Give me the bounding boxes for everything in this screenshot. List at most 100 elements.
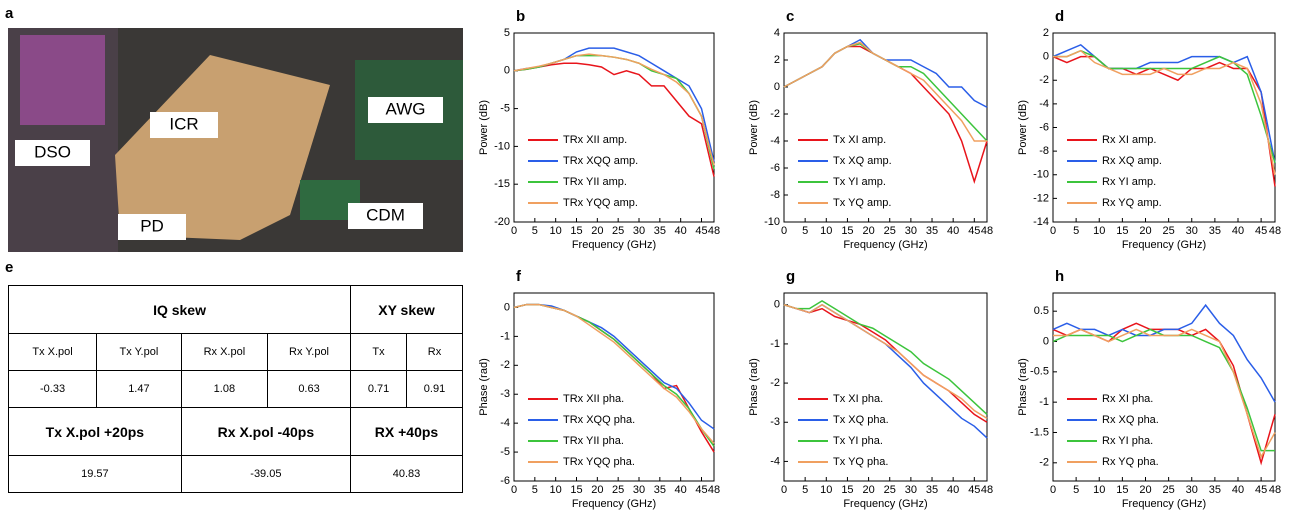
x-tick-label: 30 xyxy=(905,225,917,237)
x-tick-label: 25 xyxy=(884,484,896,496)
data-line xyxy=(783,299,988,415)
legend-label: TRx XII pha. xyxy=(563,393,624,405)
x-tick-label: 45 xyxy=(968,225,980,237)
legend-label: Rx YQ pha. xyxy=(1102,456,1159,468)
data-line xyxy=(1052,43,1276,164)
x-axis-label: Frequency (GHz) xyxy=(843,239,927,251)
x-tick-label: 45 xyxy=(695,225,707,237)
x-tick-label: 10 xyxy=(820,225,832,237)
legend-label: Tx YI amp. xyxy=(833,176,886,188)
data-line xyxy=(1052,303,1276,403)
x-tick-label: 0 xyxy=(1050,225,1056,237)
data-line xyxy=(513,303,715,430)
x-tick-label: 10 xyxy=(820,484,832,496)
x-tick-label: 15 xyxy=(1116,484,1128,496)
data-line xyxy=(513,54,715,170)
x-tick-label: 20 xyxy=(591,225,603,237)
x-tick-label: 48 xyxy=(1269,484,1281,496)
y-tick-label: -2 xyxy=(1039,74,1049,86)
x-tick-label: 45 xyxy=(1255,225,1267,237)
table-cell: RX +40ps xyxy=(350,406,463,457)
y-tick-label: -1 xyxy=(500,330,510,342)
y-axis-label: Phase (rad) xyxy=(748,358,760,415)
data-line xyxy=(1053,328,1276,459)
x-tick-label: 35 xyxy=(1209,225,1221,237)
data-line xyxy=(783,38,988,108)
data-line xyxy=(783,303,988,419)
table-cell: 19.57 xyxy=(8,455,182,493)
photo-tag-box xyxy=(368,97,443,123)
y-axis-label: Power (dB) xyxy=(1017,100,1029,155)
data-line xyxy=(1052,328,1275,452)
y-tick-label: -0.5 xyxy=(1030,366,1049,378)
x-tick-label: 45 xyxy=(1255,484,1267,496)
data-line xyxy=(1052,55,1276,187)
legend-label: Rx YI pha. xyxy=(1102,435,1153,447)
legend-label: Rx YI amp. xyxy=(1102,176,1156,188)
table-cell: Tx X.pol +20ps xyxy=(8,406,182,457)
data-line xyxy=(513,62,715,177)
table-cell: Rx xyxy=(406,333,463,372)
legend-label: TRx YII pha. xyxy=(563,435,624,447)
y-tick-label: 0 xyxy=(504,301,510,313)
y-tick-label: 0 xyxy=(1043,335,1049,347)
x-tick-label: 30 xyxy=(633,225,645,237)
data-line xyxy=(513,303,715,444)
x-axis-label: Frequency (GHz) xyxy=(1122,239,1206,251)
legend-label: Tx YQ pha. xyxy=(833,456,888,468)
y-tick-label: -2 xyxy=(770,377,780,389)
plot-frame xyxy=(783,32,988,223)
x-tick-label: 20 xyxy=(862,484,874,496)
x-tick-label: 20 xyxy=(1139,225,1151,237)
photo-tag: DSO xyxy=(34,142,71,161)
x-tick-label: 40 xyxy=(947,484,959,496)
x-tick-label: 25 xyxy=(1163,484,1175,496)
table-cell: Rx X.pol xyxy=(180,333,269,372)
y-tick-label: -2 xyxy=(500,359,510,371)
x-tick-label: 10 xyxy=(1093,484,1105,496)
table-cell: XY skew xyxy=(350,284,463,335)
plot-frame xyxy=(513,292,715,482)
legend-label: Tx XI amp. xyxy=(833,134,886,146)
x-tick-label: 45 xyxy=(695,484,707,496)
x-tick-label: 40 xyxy=(675,225,687,237)
photo-tag-box xyxy=(15,140,90,166)
y-tick-label: -5 xyxy=(500,446,510,458)
x-tick-label: 35 xyxy=(926,225,938,237)
panel-letter: b xyxy=(516,8,525,25)
y-axis-label: Power (dB) xyxy=(748,100,760,155)
x-axis-label: Frequency (GHz) xyxy=(572,498,656,510)
x-tick-label: 40 xyxy=(947,225,959,237)
x-tick-label: 35 xyxy=(654,484,666,496)
x-tick-label: 15 xyxy=(570,225,582,237)
x-tick-label: 25 xyxy=(884,225,896,237)
x-tick-label: 5 xyxy=(1073,225,1079,237)
x-tick-label: 5 xyxy=(802,225,808,237)
x-tick-label: 15 xyxy=(1116,225,1128,237)
y-tick-label: -1.5 xyxy=(1030,426,1049,438)
y-tick-label: 0 xyxy=(774,81,780,93)
x-tick-label: 48 xyxy=(1269,225,1281,237)
x-tick-label: 35 xyxy=(654,225,666,237)
y-tick-label: -1 xyxy=(770,338,780,350)
panel-letter: e xyxy=(5,259,13,276)
plot-frame xyxy=(513,32,715,223)
plot-frame xyxy=(1052,292,1276,482)
y-tick-label: -4 xyxy=(1039,98,1049,110)
x-tick-label: 5 xyxy=(802,484,808,496)
data-line xyxy=(1053,49,1276,175)
panel-letter: g xyxy=(786,268,795,285)
photo-screen xyxy=(20,35,105,125)
y-tick-label: -10 xyxy=(494,140,510,152)
y-tick-label: -2 xyxy=(770,108,780,120)
y-tick-label: -1 xyxy=(1039,396,1049,408)
y-axis-label: Phase (rad) xyxy=(1017,358,1029,415)
x-tick-label: 40 xyxy=(1232,225,1244,237)
x-tick-label: 5 xyxy=(532,484,538,496)
x-tick-label: 10 xyxy=(550,484,562,496)
y-tick-label: -10 xyxy=(764,216,780,228)
data-line xyxy=(513,303,715,453)
table-cell: 0.63 xyxy=(267,370,352,408)
data-line xyxy=(783,42,988,142)
